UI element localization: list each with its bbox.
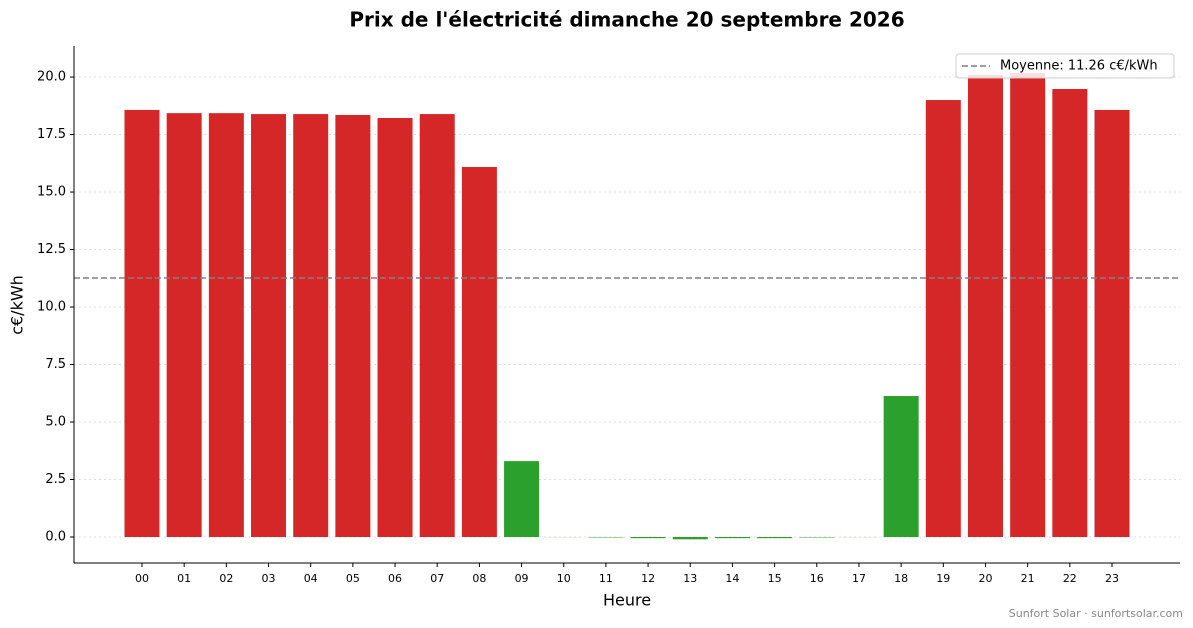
x-tick-label: 20 [978,572,992,585]
bar [504,461,540,538]
x-tick-label: 21 [1021,572,1035,585]
legend [955,53,1175,79]
x-tick-label: 11 [599,572,613,585]
x-tick-label: 12 [641,572,655,585]
x-tick-label: 22 [1063,572,1077,585]
legend-label: Moyenne: 11.26 c€/kWh [1000,59,1158,74]
bar [1094,109,1130,538]
bar [883,396,919,538]
x-tick-label: 10 [557,572,571,585]
x-tick-label: 16 [810,572,824,585]
x-tick-label: 07 [430,572,444,585]
x-tick-label: 18 [894,572,908,585]
chart-title: Prix de l'électricité dimanche 20 septem… [349,8,904,32]
bar [672,537,708,540]
y-tick-label: 5.0 [45,415,66,430]
bar [335,114,371,538]
bar [377,117,413,538]
bar [419,114,455,538]
x-tick-label: 17 [852,572,866,585]
y-tick-label: 10.0 [37,300,66,315]
bar [166,113,202,538]
x-tick-label: 06 [388,572,402,585]
x-axis-label: Heure [603,591,651,610]
bar [1052,89,1088,538]
x-tick-label: 23 [1105,572,1119,585]
y-tick-label: 20.0 [37,70,66,85]
y-tick-label: 12.5 [37,242,66,257]
x-tick-label: 14 [725,572,739,585]
x-tick-label: 04 [304,572,318,585]
x-tick-label: 15 [768,572,782,585]
bar [714,537,750,539]
x-tick-label: 19 [936,572,950,585]
x-tick-label: 01 [177,572,191,585]
bar [967,74,1003,538]
x-tick-label: 00 [135,572,149,585]
bar [251,114,287,538]
bar [925,100,961,538]
y-tick-label: 15.0 [37,185,66,200]
y-tick-label: 0.0 [45,530,66,545]
bar [630,537,666,539]
bar [1010,73,1046,538]
bar [124,109,160,538]
x-tick-label: 05 [346,572,360,585]
x-tick-label: 09 [515,572,529,585]
y-tick-label: 17.5 [37,127,66,142]
footer: Sunfort Solar · sunfortsolar.com [1009,607,1183,620]
bar [461,166,497,538]
x-tick-label: 13 [683,572,697,585]
bar [757,537,793,539]
x-tick-label: 03 [262,572,276,585]
bar [208,113,244,538]
x-tick-label: 08 [472,572,486,585]
y-tick-label: 7.5 [45,357,66,372]
y-axis-label: c€/kWh [8,275,27,335]
x-tick-label: 02 [219,572,233,585]
bar [293,114,329,538]
y-tick-label: 2.5 [45,472,66,487]
